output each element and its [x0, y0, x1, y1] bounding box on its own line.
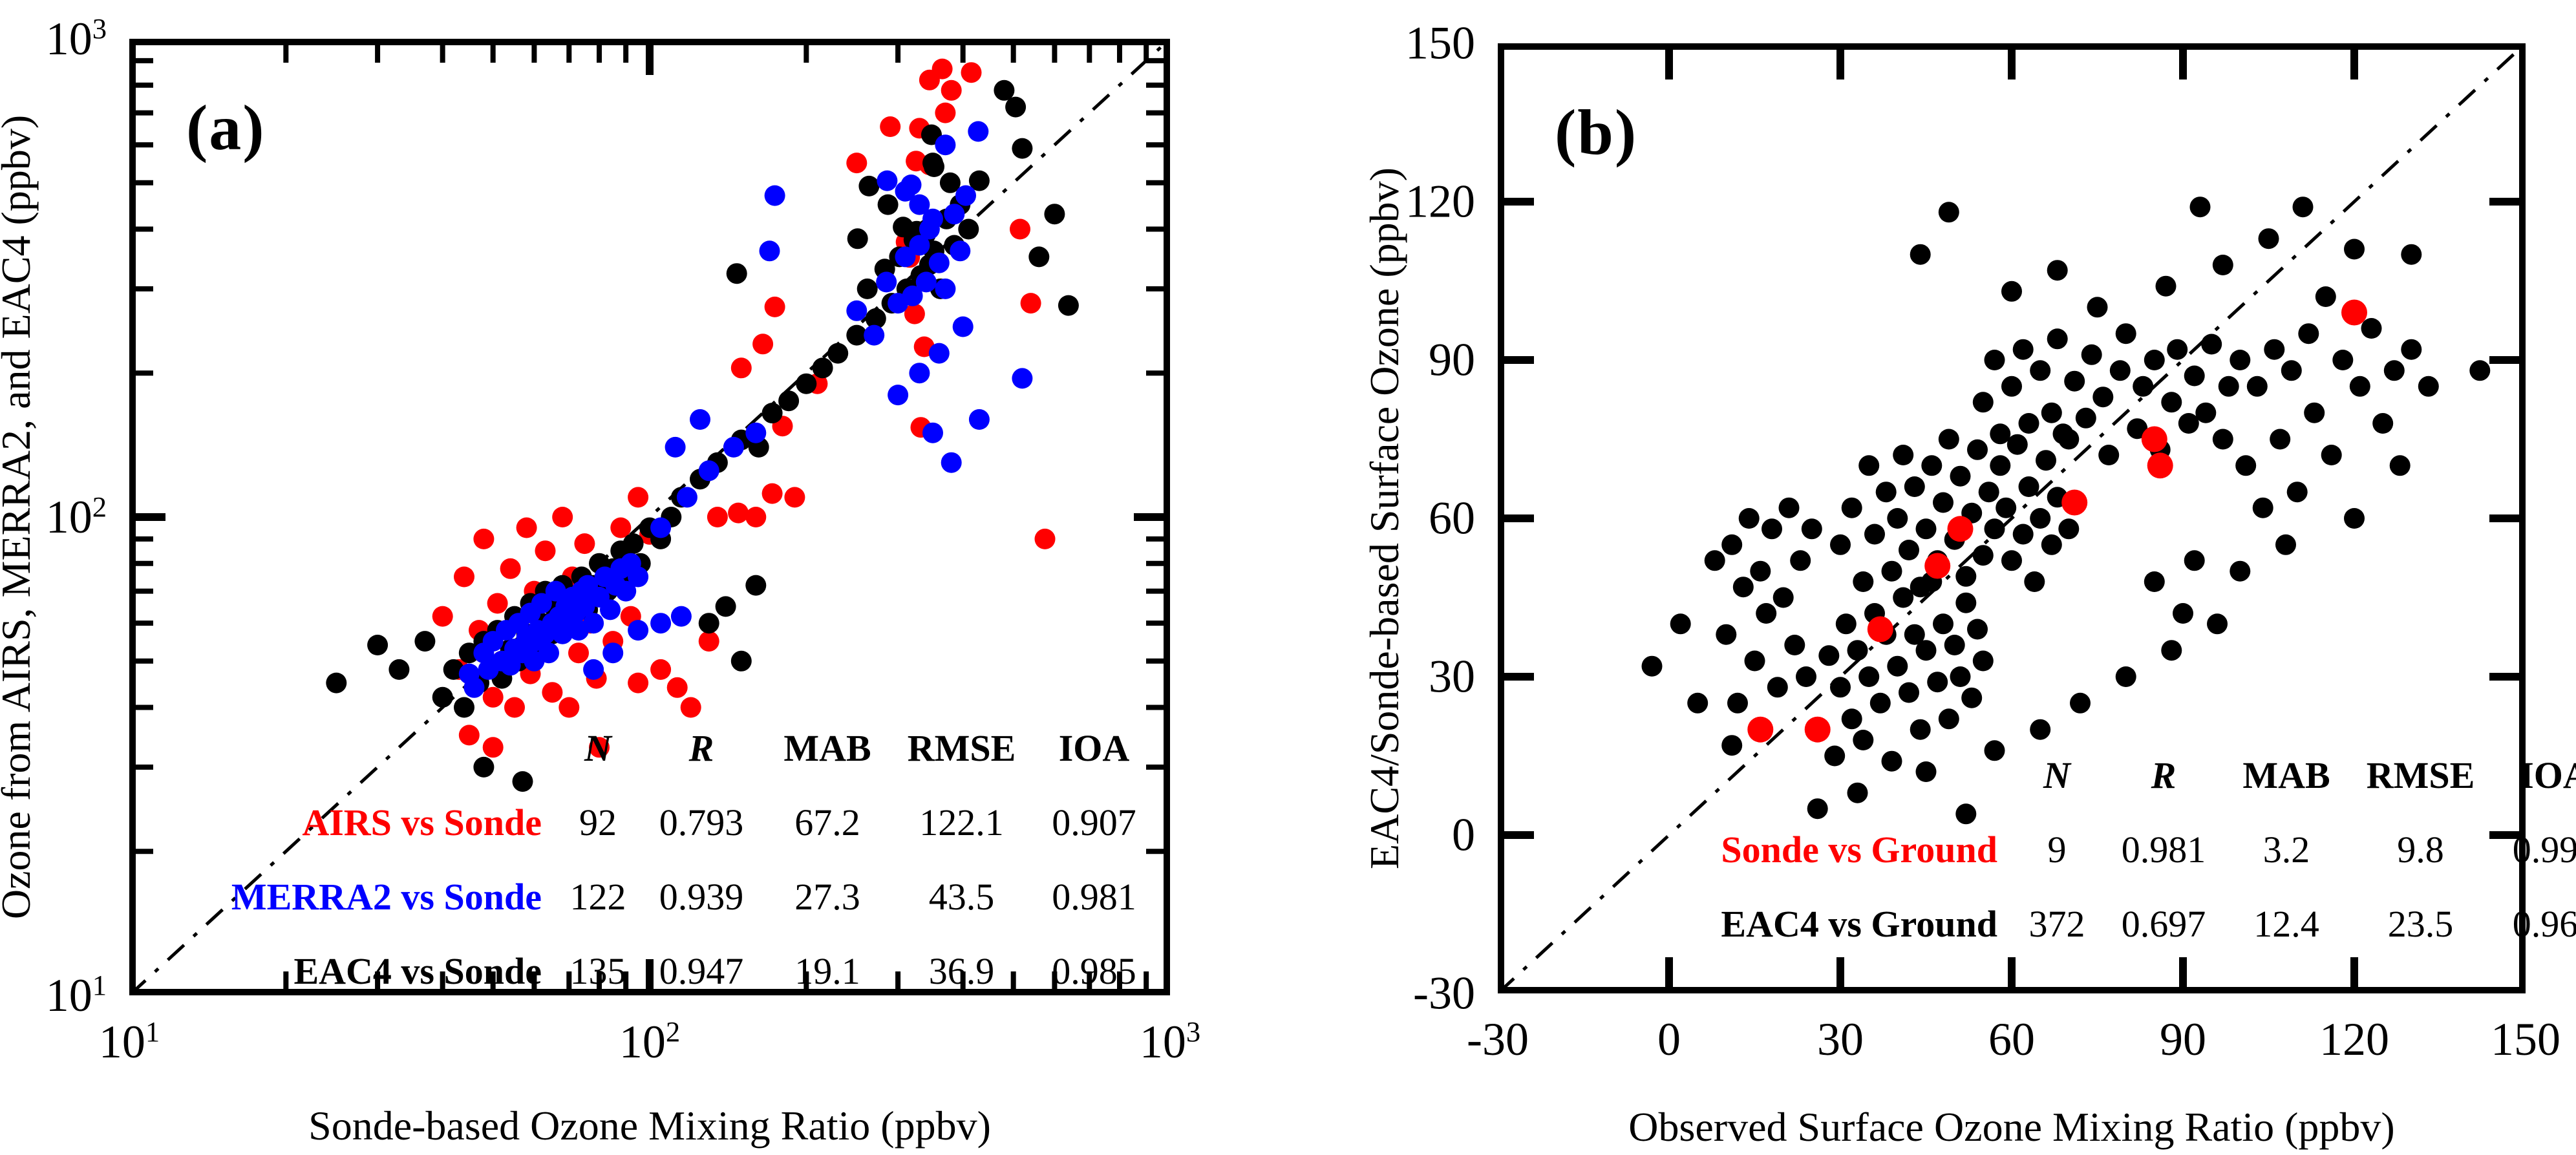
stats-col-mab: MAB [783, 727, 871, 769]
y-tick-label: 120 [1405, 175, 1475, 228]
series-label-eac4-ground: EAC4 vs Ground [1721, 903, 1997, 945]
stats-col-n: N [2043, 754, 2070, 796]
stat-value: 135 [569, 950, 626, 992]
y-tick-label: 60 [1429, 492, 1475, 544]
x-tick-label: 120 [2319, 1013, 2389, 1065]
stat-value: 122 [569, 876, 626, 918]
stats-col-mab: MAB [2242, 754, 2330, 796]
stats-col-rmse: RMSE [2366, 754, 2475, 796]
stat-value: 92 [579, 801, 617, 843]
stat-value: 0.994 [2512, 829, 2576, 871]
x-tick-label: -30 [1467, 1013, 1529, 1065]
stats-table-a: N R MAB RMSE IOA AIRS vs Sonde 92 0.793 … [142, 711, 1157, 1008]
stats-col-r: R [688, 727, 714, 769]
stat-value: 9 [2047, 829, 2067, 871]
y-tick-label: 101 [45, 969, 107, 1021]
y-tick-label: -30 [1413, 967, 1475, 1019]
y-tick-label: 150 [1405, 17, 1475, 69]
x-tick-label: 103 [1139, 1015, 1201, 1068]
y-tick-label: 103 [45, 12, 107, 65]
y-tick-label: 102 [45, 491, 107, 543]
stat-value: 122.1 [919, 801, 1004, 843]
panel-b-x-axis-title: Observed Surface Ozone Mixing Ratio (ppb… [1628, 1104, 2395, 1150]
stats-table-b: N R MAB RMSE IOA Sonde vs Ground 9 0.981… [1533, 738, 2576, 961]
stat-value: 0.985 [1052, 950, 1136, 992]
stats-col-ioa: IOA [2519, 754, 2576, 796]
series-label-merra2: MERRA2 vs Sonde [231, 876, 542, 918]
stat-value: 0.981 [2121, 829, 2206, 871]
x-tick-label: 150 [2491, 1013, 2560, 1065]
series-label-sonde: Sonde vs Ground [1721, 829, 1997, 871]
panel-b: (b) Observed Surface Ozone Mixing Ratio … [1361, 17, 2576, 1150]
stat-value: 36.9 [928, 950, 995, 992]
y-tick-label: 90 [1429, 334, 1475, 386]
stats-col-n: N [584, 727, 612, 769]
stat-value: 12.4 [2253, 903, 2319, 945]
x-tick-label: 30 [1817, 1013, 1864, 1065]
stat-value: 372 [2028, 903, 2085, 945]
scatter-plot-a [129, 39, 1170, 995]
stats-col-r: R [2151, 754, 2177, 796]
stat-value: 3.2 [2262, 829, 2310, 871]
panel-a-label: (a) [186, 92, 266, 164]
stat-value: 0.907 [1052, 801, 1136, 843]
series-label-airs: AIRS vs Sonde [302, 801, 542, 843]
stat-value: 67.2 [794, 801, 860, 843]
y-tick-label: 0 [1452, 809, 1475, 861]
stat-value: 0.939 [659, 876, 744, 918]
stat-value: 0.793 [659, 801, 744, 843]
panel-b-label: (b) [1555, 96, 1638, 168]
stat-value: 0.961 [2512, 903, 2576, 945]
stat-value: 9.8 [2397, 829, 2444, 871]
x-tick-label: 90 [2160, 1013, 2206, 1065]
stat-value: 0.697 [2121, 903, 2206, 945]
stat-value: 19.1 [794, 950, 860, 992]
stat-value: 0.947 [659, 950, 744, 992]
stat-value: 23.5 [2387, 903, 2454, 945]
scatter-plot-b [1498, 43, 2526, 993]
panel-a: (a) Sonde-based Ozone Mixing Ratio (ppbv… [0, 12, 1200, 1149]
x-tick-label: 60 [1988, 1013, 2035, 1065]
stat-value: 27.3 [794, 876, 860, 918]
stats-col-rmse: RMSE [907, 727, 1016, 769]
stat-value: 43.5 [928, 876, 995, 918]
y-tick-label: 30 [1429, 650, 1475, 703]
x-tick-label: 102 [619, 1015, 681, 1068]
x-tick-label: 101 [98, 1015, 160, 1068]
x-tick-label: 0 [1657, 1013, 1681, 1065]
panel-a-x-axis-title: Sonde-based Ozone Mixing Ratio (ppbv) [308, 1103, 991, 1149]
series-label-eac4: EAC4 vs Sonde [293, 950, 542, 992]
stat-value: 0.981 [1052, 876, 1136, 918]
stats-col-ioa: IOA [1058, 727, 1130, 769]
